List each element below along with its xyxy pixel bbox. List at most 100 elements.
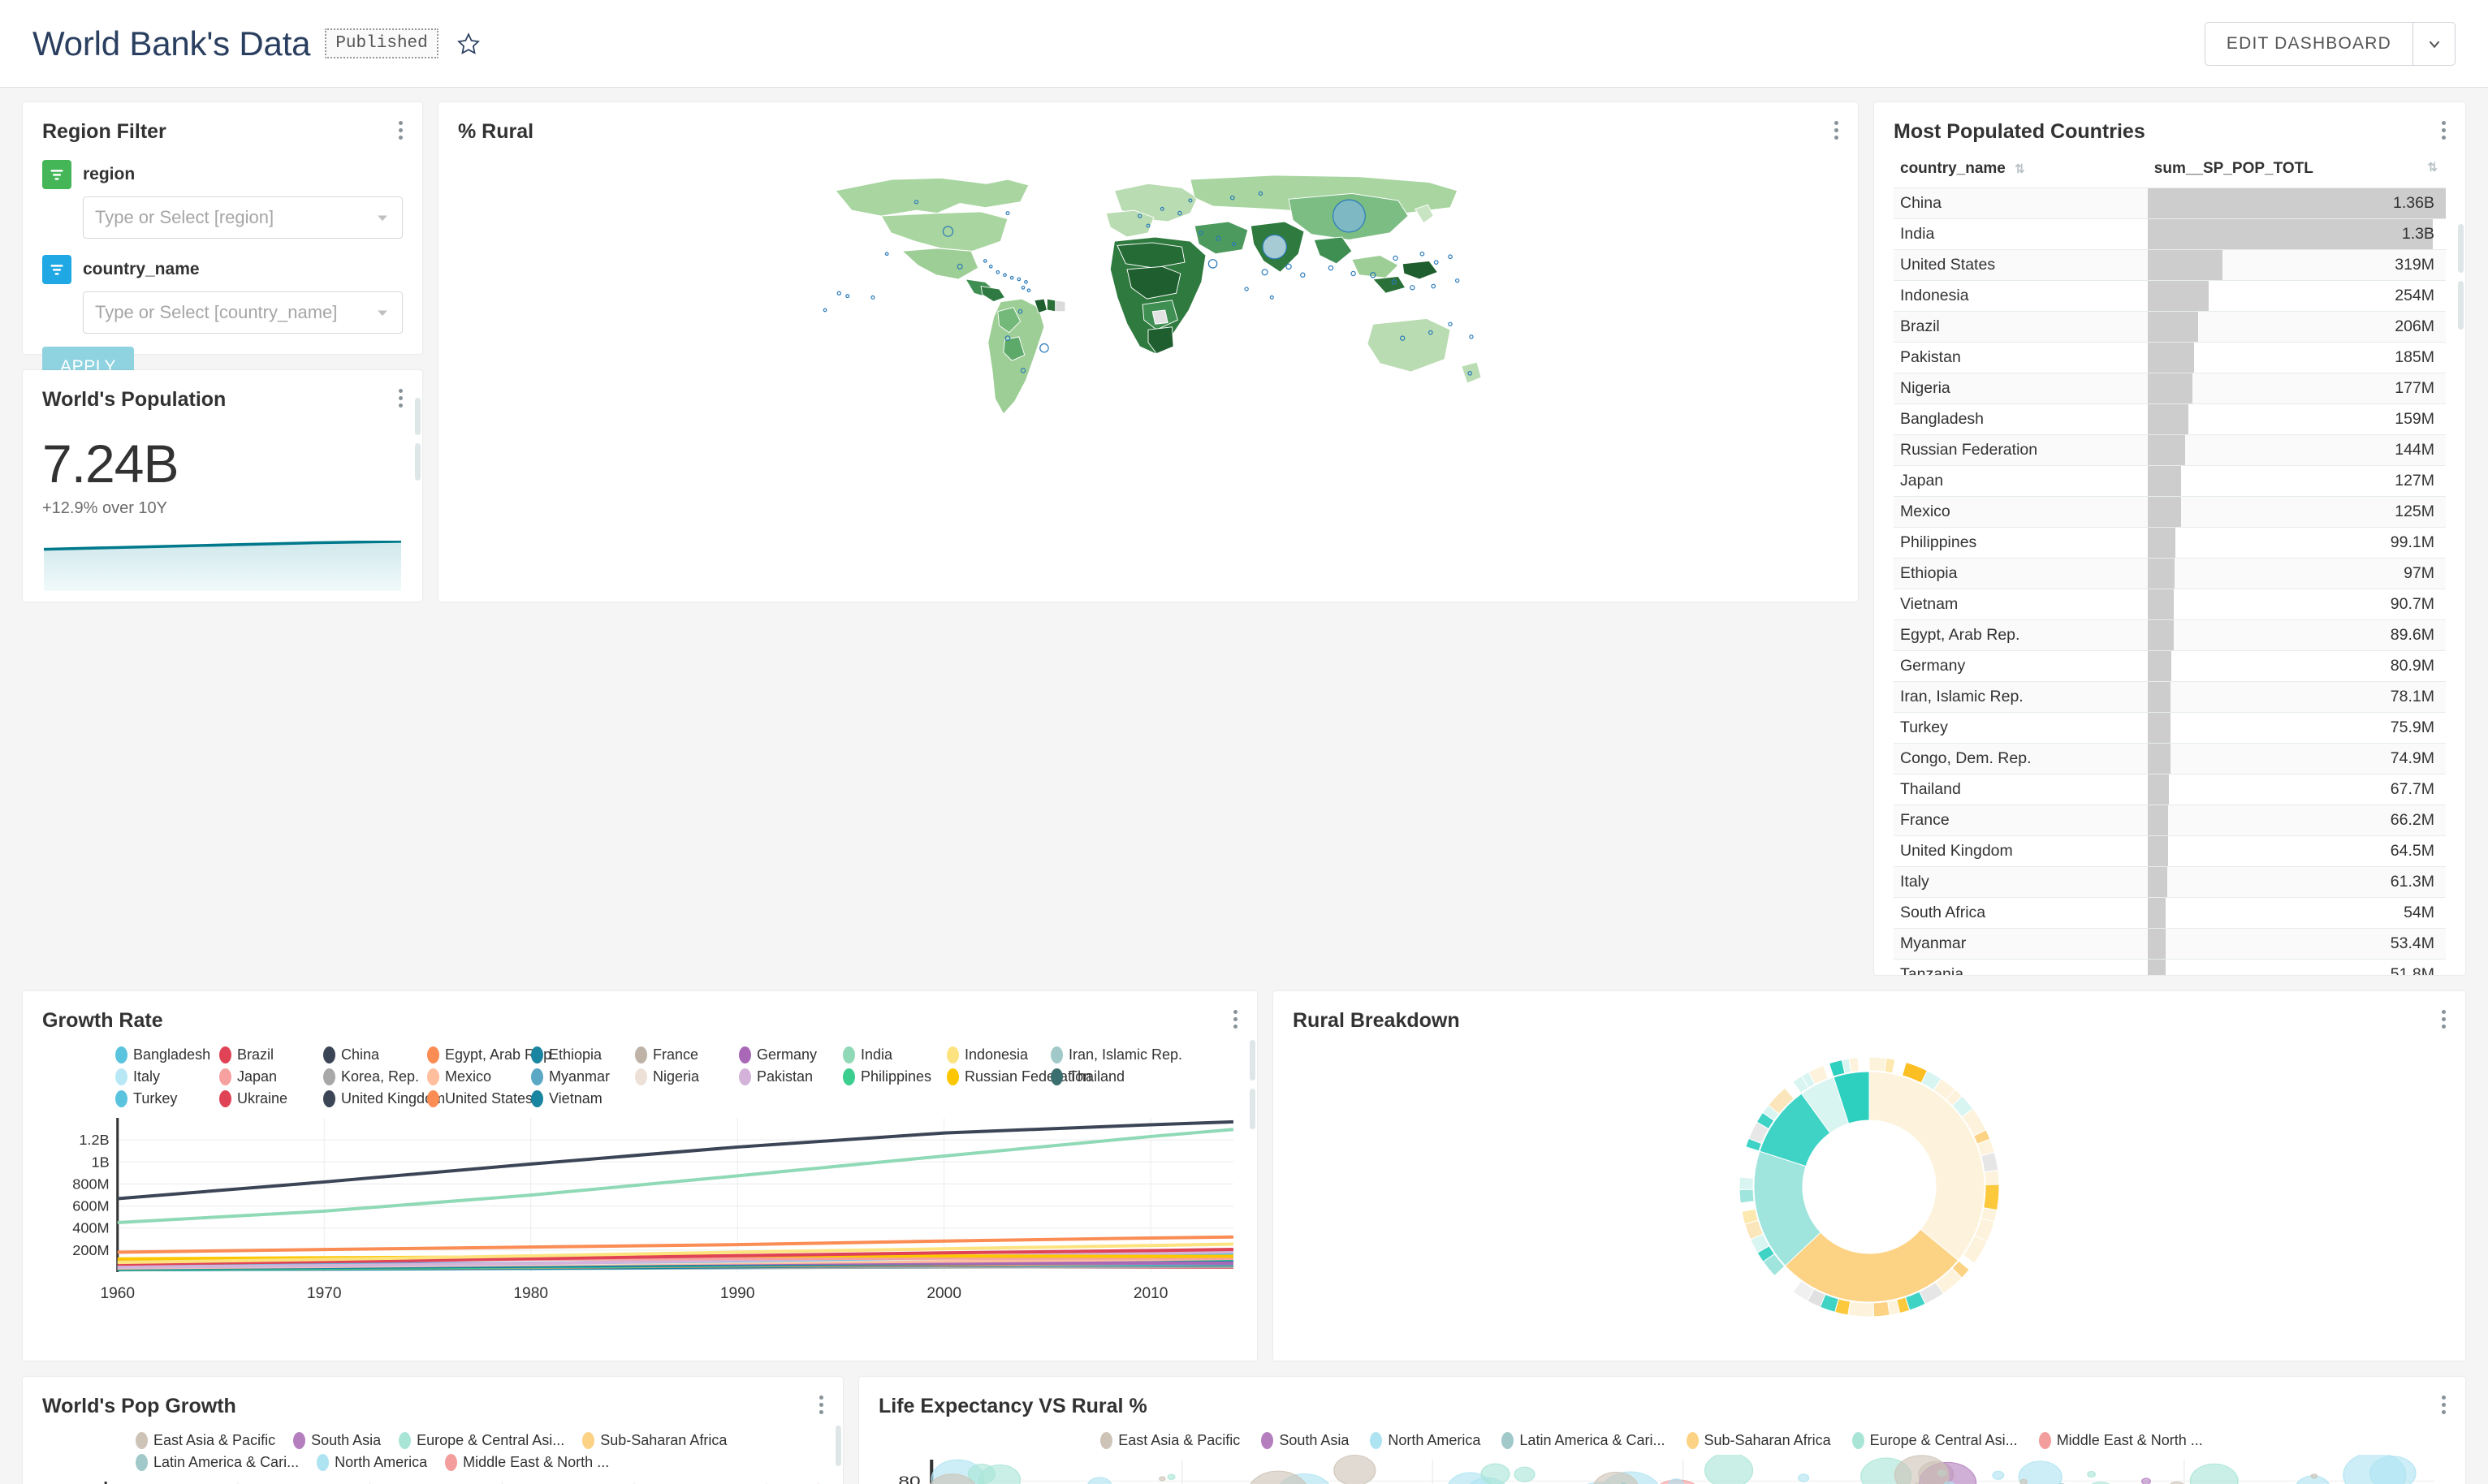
table-row[interactable]: France 66.2M <box>1894 805 2446 836</box>
bubble-point[interactable] <box>1168 1474 1175 1479</box>
card-menu-icon[interactable] <box>812 1393 830 1416</box>
card-menu-icon[interactable] <box>1226 1007 1244 1030</box>
legend-item[interactable]: Sub-Saharan Africa <box>582 1432 727 1449</box>
sunburst-inner-south-asia[interactable] <box>1869 1072 1985 1261</box>
legend-item[interactable]: Nigeria <box>635 1068 739 1085</box>
legend-item[interactable]: Iran, Islamic Rep. <box>1051 1046 1155 1063</box>
legend-item[interactable]: Philippines <box>843 1068 947 1085</box>
legend-item[interactable]: Egypt, Arab Rep. <box>427 1046 531 1063</box>
legend-item[interactable]: Sub-Saharan Africa <box>1687 1432 1831 1449</box>
legend-item[interactable]: Brazil <box>219 1046 323 1063</box>
table-row[interactable]: Indonesia 254M <box>1894 281 2446 312</box>
country-name-select[interactable]: Type or Select [country_name] <box>83 291 403 334</box>
sunburst-outer-slice[interactable] <box>1873 1301 1890 1317</box>
scrollbar[interactable] <box>1250 1089 1255 1129</box>
table-row[interactable]: Nigeria 177M <box>1894 373 2446 404</box>
card-menu-icon[interactable] <box>391 119 409 141</box>
legend-item[interactable]: Latin America & Cari... <box>136 1454 299 1471</box>
legend-item[interactable]: South Asia <box>293 1432 381 1449</box>
sunburst-outer-slice[interactable] <box>1984 1184 1999 1210</box>
bubble-point[interactable] <box>2311 1474 2317 1478</box>
bubble-point[interactable] <box>1481 1464 1510 1484</box>
bubble-point[interactable] <box>1993 1471 2004 1479</box>
bubble-point[interactable] <box>1705 1455 1753 1484</box>
legend-item[interactable]: Middle East & North ... <box>445 1454 609 1471</box>
sunburst-outer-slice[interactable] <box>1869 1057 1886 1072</box>
bubble-point[interactable] <box>1160 1477 1165 1481</box>
world-map[interactable] <box>458 149 1838 451</box>
legend-item[interactable]: Vietnam <box>531 1090 635 1107</box>
legend-item[interactable]: India <box>843 1046 947 1063</box>
bubble-point[interactable] <box>1248 1471 1309 1484</box>
table-row[interactable]: Bangladesh 159M <box>1894 404 2446 435</box>
world-pop-growth-chart[interactable]: 02B4B6B196019701980199020002010 <box>42 1477 823 1484</box>
table-row[interactable]: United Kingdom 64.5M <box>1894 836 2446 867</box>
star-icon[interactable] <box>456 32 481 56</box>
table-row[interactable]: China 1.36B <box>1894 188 2446 219</box>
legend-item[interactable]: Thailand <box>1051 1068 1155 1085</box>
table-row[interactable]: United States 319M <box>1894 250 2446 281</box>
legend-item[interactable]: Europe & Central Asi... <box>1852 1432 2018 1449</box>
table-row[interactable]: Japan 127M <box>1894 466 2446 497</box>
legend-item[interactable]: Latin America & Cari... <box>1501 1432 1665 1449</box>
legend-item[interactable]: Japan <box>219 1068 323 1085</box>
scrollbar[interactable] <box>2458 281 2464 330</box>
legend-item[interactable]: Bangladesh <box>115 1046 219 1063</box>
legend-item[interactable]: Mexico <box>427 1068 531 1085</box>
bubble-point[interactable] <box>1514 1467 1535 1482</box>
sunburst-chart[interactable] <box>1293 1033 2446 1341</box>
scrollbar[interactable] <box>415 398 421 435</box>
legend-item[interactable]: Russian Federation <box>947 1068 1051 1085</box>
bubble-point[interactable] <box>2020 1479 2027 1484</box>
column-header-country-name[interactable]: country_name ⇅ <box>1894 155 2148 188</box>
growth-rate-chart[interactable]: 200M 400M 600M 800M 1B 1.2B 1960 1970 1980 1990 20… <box>42 1113 1238 1314</box>
legend-item[interactable]: East Asia & Pacific <box>1100 1432 1240 1449</box>
table-row[interactable]: Turkey 75.9M <box>1894 713 2446 744</box>
edit-dashboard-button[interactable]: EDIT DASHBOARD <box>2205 22 2413 66</box>
table-row[interactable]: Philippines 99.1M <box>1894 528 2446 559</box>
scrollbar[interactable] <box>836 1426 841 1466</box>
table-row[interactable]: Brazil 206M <box>1894 312 2446 343</box>
card-menu-icon[interactable] <box>2434 119 2452 141</box>
legend-item[interactable]: North America <box>317 1454 427 1471</box>
scrollbar[interactable] <box>1250 1040 1255 1081</box>
table-row[interactable]: Myanmar 53.4M <box>1894 929 2446 960</box>
card-menu-icon[interactable] <box>1827 119 1845 141</box>
sunburst-outer-slice[interactable] <box>1739 1177 1753 1189</box>
bubble-point[interactable] <box>2190 1464 2238 1484</box>
table-row[interactable]: Mexico 125M <box>1894 497 2446 528</box>
table-row[interactable]: Italy 61.3M <box>1894 867 2446 898</box>
table-row[interactable]: Ethiopia 97M <box>1894 559 2446 589</box>
scrollbar[interactable] <box>2458 224 2464 273</box>
legend-item[interactable]: Italy <box>115 1068 219 1085</box>
table-row[interactable]: South Africa 54M <box>1894 898 2446 929</box>
legend-item[interactable]: Middle East & North ... <box>2039 1432 2203 1449</box>
table-row[interactable]: India 1.3B <box>1894 219 2446 250</box>
legend-item[interactable]: Europe & Central Asi... <box>399 1432 564 1449</box>
legend-item[interactable]: Indonesia <box>947 1046 1051 1063</box>
bubble-point[interactable] <box>1087 1478 1112 1484</box>
table-row[interactable]: Pakistan 185M <box>1894 343 2446 373</box>
legend-item[interactable]: South Asia <box>1261 1432 1349 1449</box>
column-header-population[interactable]: sum__SP_POP_TOTL ⇅ <box>2148 155 2446 188</box>
table-row[interactable]: Thailand 67.7M <box>1894 774 2446 805</box>
sunburst-outer-slice[interactable] <box>1985 1170 1999 1184</box>
table-row[interactable]: Tanzania 51.8M <box>1894 960 2446 976</box>
legend-item[interactable]: East Asia & Pacific <box>136 1432 275 1449</box>
bubble-point[interactable] <box>2088 1472 2096 1478</box>
sunburst-outer-slice[interactable] <box>1981 1152 1998 1171</box>
region-select[interactable]: Type or Select [region] <box>83 196 403 239</box>
bubble-point[interactable] <box>1799 1474 1809 1482</box>
legend-item[interactable]: France <box>635 1046 739 1063</box>
bubble-point[interactable] <box>1334 1456 1376 1484</box>
bubble-point[interactable] <box>2343 1455 2406 1484</box>
legend-item[interactable]: Myanmar <box>531 1068 635 1085</box>
sunburst-outer-slice[interactable] <box>1739 1189 1754 1203</box>
sunburst-outer-slice[interactable] <box>1848 1301 1874 1317</box>
scrollbar[interactable] <box>415 443 421 481</box>
legend-item[interactable]: Ethiopia <box>531 1046 635 1063</box>
status-badge[interactable]: Published <box>325 28 438 58</box>
card-menu-icon[interactable] <box>2434 1007 2452 1030</box>
table-row[interactable]: Germany 80.9M <box>1894 651 2446 682</box>
legend-item[interactable]: Pakistan <box>739 1068 843 1085</box>
